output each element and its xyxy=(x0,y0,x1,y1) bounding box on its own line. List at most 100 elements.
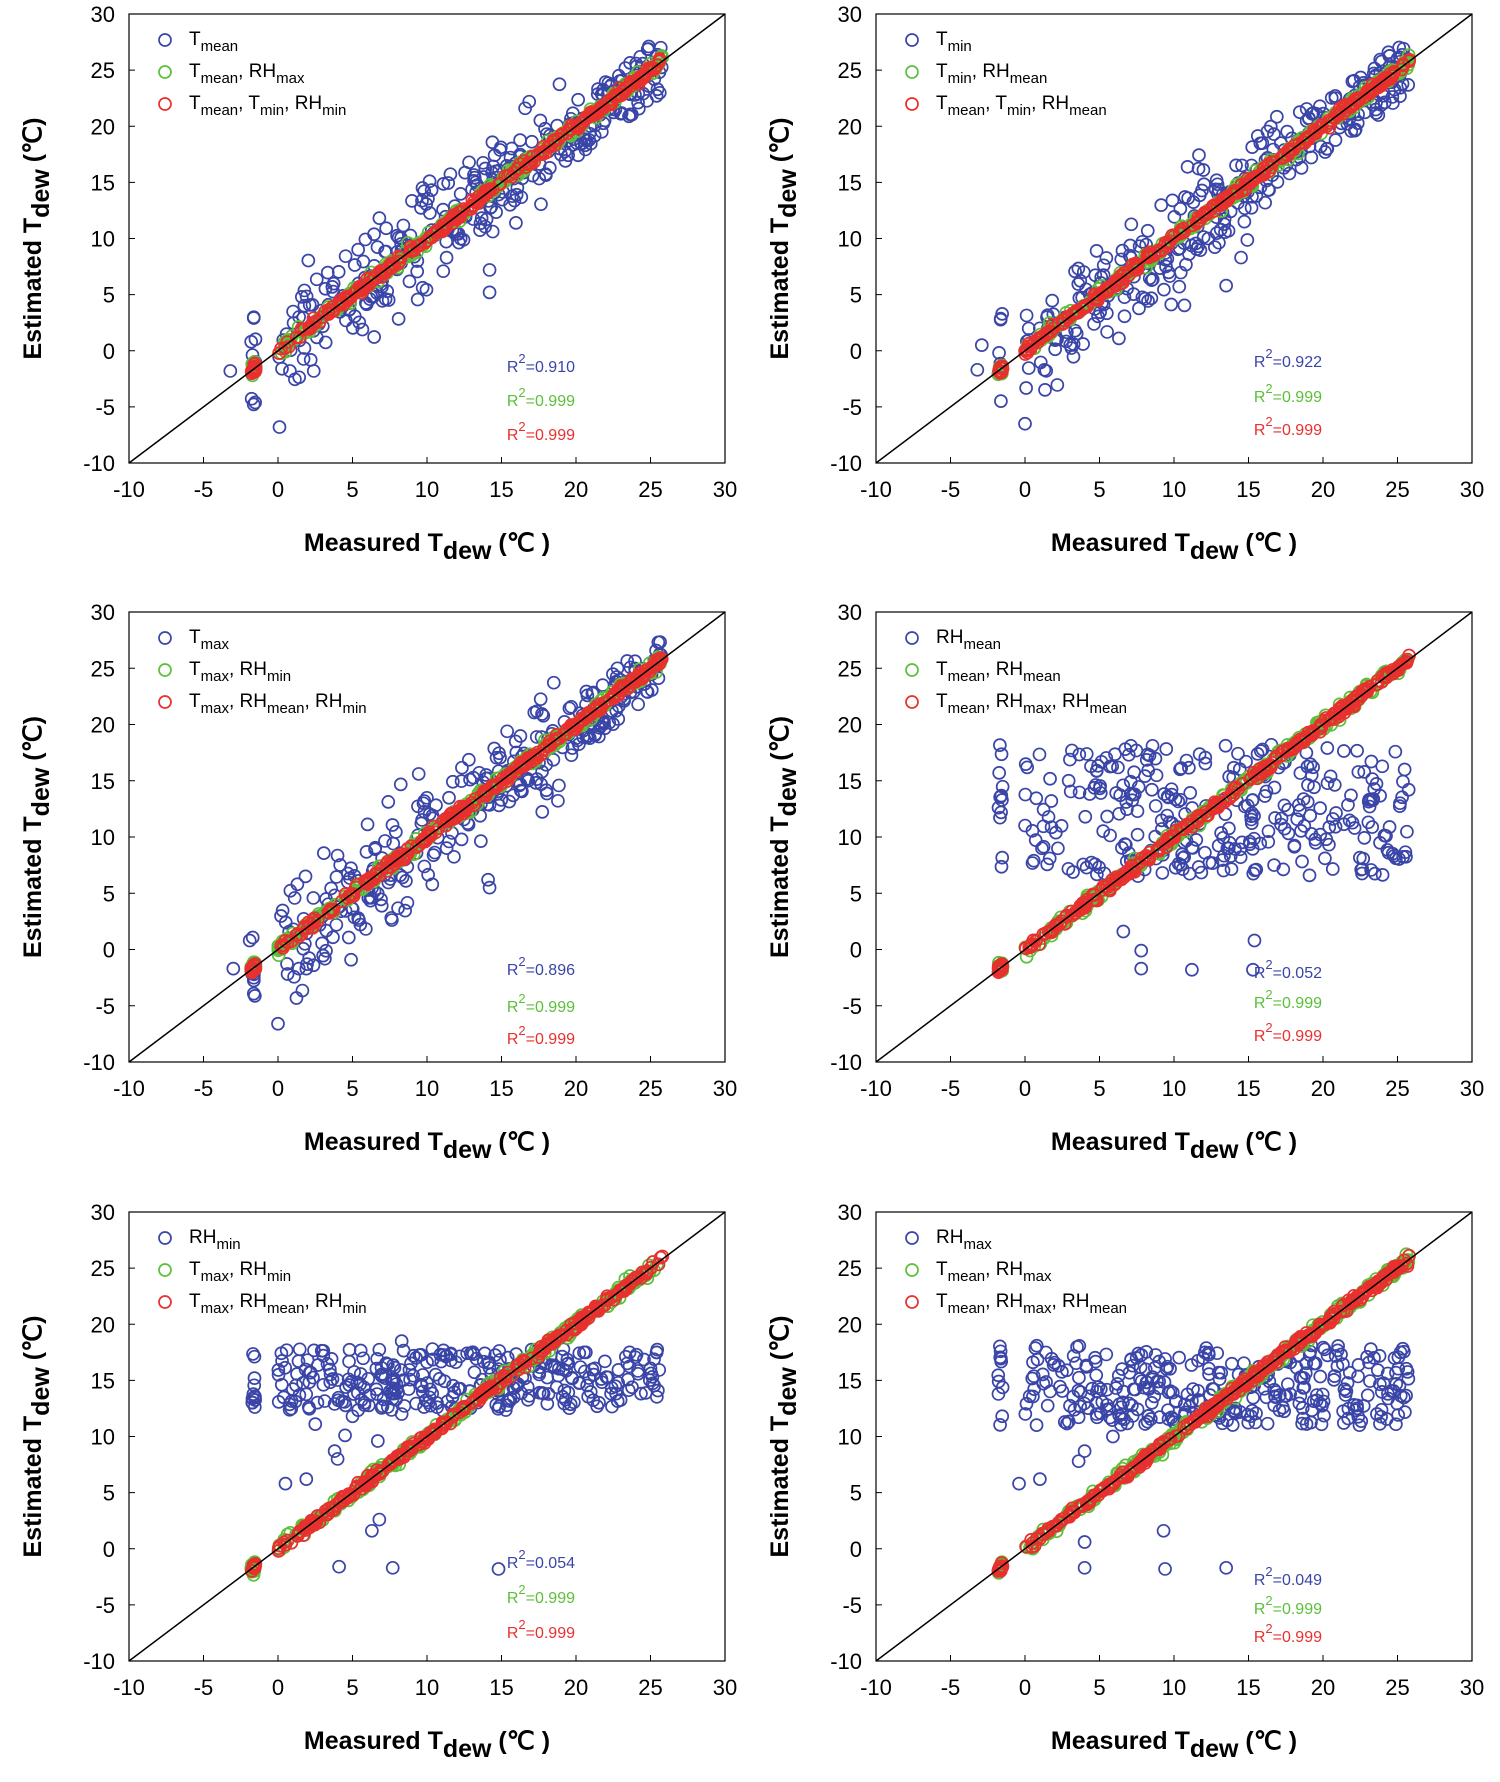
data-point xyxy=(355,322,370,337)
data-point xyxy=(1129,743,1144,758)
data-point xyxy=(467,1365,482,1380)
legend-label: Tmin xyxy=(936,29,972,55)
y-tick-label: 5 xyxy=(103,283,115,308)
data-point xyxy=(500,724,515,739)
legend-label: Tmean, Tmin, RHmean xyxy=(936,93,1107,119)
data-point xyxy=(1379,829,1393,843)
data-point-outlier xyxy=(1134,961,1149,976)
data-point xyxy=(993,790,1008,805)
data-point xyxy=(596,716,611,731)
data-point xyxy=(1117,870,1132,884)
data-point xyxy=(358,232,373,247)
data-point xyxy=(1374,54,1389,69)
data-point xyxy=(1180,159,1195,174)
data-point xyxy=(1033,355,1048,370)
data-point xyxy=(326,276,341,291)
data-point xyxy=(631,1364,645,1378)
data-point xyxy=(1112,806,1127,821)
data-point xyxy=(1126,287,1141,301)
data-point xyxy=(611,1375,625,1390)
data-point xyxy=(992,366,1007,380)
data-point xyxy=(1213,198,1228,212)
data-point xyxy=(512,778,527,793)
data-point xyxy=(1145,782,1159,797)
data-point xyxy=(1324,712,1338,727)
y-axis-label-group: Estimated Tdew (℃) xyxy=(766,716,802,958)
data-point xyxy=(593,700,608,715)
data-point xyxy=(645,1376,660,1391)
data-point xyxy=(1197,177,1211,192)
data-point xyxy=(1089,244,1104,258)
x-tick-label: -10 xyxy=(113,1675,145,1700)
data-point xyxy=(278,915,293,930)
data-point xyxy=(1118,837,1133,852)
data-point xyxy=(1261,834,1276,849)
data-point xyxy=(994,394,1008,408)
data-point xyxy=(1038,383,1052,397)
data-point xyxy=(1324,114,1339,128)
data-point xyxy=(353,917,368,932)
data-point xyxy=(271,1544,286,1558)
data-point xyxy=(340,289,355,304)
one-to-one-line xyxy=(128,13,726,464)
y-tick-label: 25 xyxy=(91,1256,115,1281)
data-point xyxy=(596,99,610,114)
data-point-outlier xyxy=(482,263,497,277)
data-point xyxy=(564,699,579,714)
data-point xyxy=(415,1368,430,1382)
data-point xyxy=(1173,201,1188,216)
data-point xyxy=(607,687,622,702)
x-axis-label: Measured Tdew (℃ ) xyxy=(1051,1727,1297,1763)
data-point xyxy=(1371,108,1386,122)
data-point xyxy=(474,834,488,848)
data-point xyxy=(1183,786,1198,800)
data-point xyxy=(449,209,464,224)
y-tick-label: -5 xyxy=(842,994,862,1019)
one-to-one-line xyxy=(128,1211,726,1662)
x-tick-label: -10 xyxy=(860,1076,892,1101)
data-point xyxy=(1226,788,1240,802)
legend-marker-red xyxy=(905,695,919,709)
data-point xyxy=(1327,712,1342,726)
data-point xyxy=(1036,802,1051,817)
data-point xyxy=(355,1478,369,1493)
data-point xyxy=(1344,788,1358,803)
plot-area xyxy=(226,635,669,1031)
data-point xyxy=(631,697,645,712)
data-point xyxy=(1375,669,1390,684)
data-point xyxy=(1367,782,1382,796)
data-point xyxy=(532,1365,547,1379)
data-point xyxy=(417,859,432,874)
data-point xyxy=(572,1346,587,1361)
data-point-outlier xyxy=(974,338,989,352)
y-tick-label: 20 xyxy=(91,1312,115,1337)
data-point xyxy=(367,330,381,344)
data-point xyxy=(535,805,550,819)
data-point xyxy=(1347,123,1362,138)
data-point xyxy=(995,779,1010,794)
x-tick-label: 15 xyxy=(1236,477,1260,502)
data-point xyxy=(653,651,668,665)
y-tick-label: 0 xyxy=(850,1537,862,1562)
x-tick-label: 0 xyxy=(1019,477,1031,502)
data-point xyxy=(599,1293,614,1308)
data-point xyxy=(1361,83,1375,98)
data-point xyxy=(1095,286,1110,301)
data-point xyxy=(331,265,346,279)
data-point xyxy=(1112,870,1127,885)
y-axis-label-group: Estimated Tdew (℃) xyxy=(19,716,55,958)
data-point xyxy=(1247,808,1261,823)
data-point xyxy=(1173,792,1188,807)
legend-marker-blue xyxy=(158,33,172,47)
data-point xyxy=(509,216,523,230)
r2-annotation-blue: R2=0.922 xyxy=(1254,346,1322,371)
data-point xyxy=(1378,95,1392,110)
data-point xyxy=(581,1305,596,1320)
data-point xyxy=(434,222,449,237)
data-point xyxy=(1280,124,1295,139)
data-point xyxy=(297,283,312,298)
data-point xyxy=(1364,863,1378,877)
data-point xyxy=(494,140,508,155)
data-point xyxy=(513,783,528,798)
